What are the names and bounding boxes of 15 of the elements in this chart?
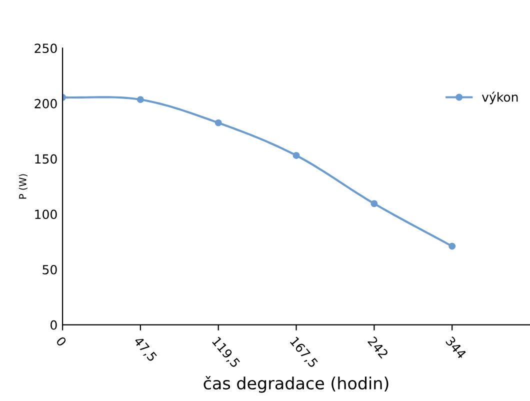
y-tick-label: 250 xyxy=(34,44,57,54)
point xyxy=(370,200,378,208)
y-tick-label: 200 xyxy=(34,98,57,108)
point xyxy=(214,119,222,126)
point xyxy=(448,242,456,250)
y-tick-label: 100 xyxy=(35,210,57,220)
y-tick-label: 50 xyxy=(42,264,57,274)
point xyxy=(136,96,144,104)
point xyxy=(292,152,300,159)
x-axis-title: čas degradace (hodin) xyxy=(204,376,388,393)
y-tick-label: 150 xyxy=(35,154,57,164)
x-tick-label: 0 xyxy=(56,336,67,347)
y-axis-title: P (W) xyxy=(18,174,28,199)
legend-label: výkon xyxy=(482,92,518,104)
y-tick-label: 0 xyxy=(50,320,57,330)
